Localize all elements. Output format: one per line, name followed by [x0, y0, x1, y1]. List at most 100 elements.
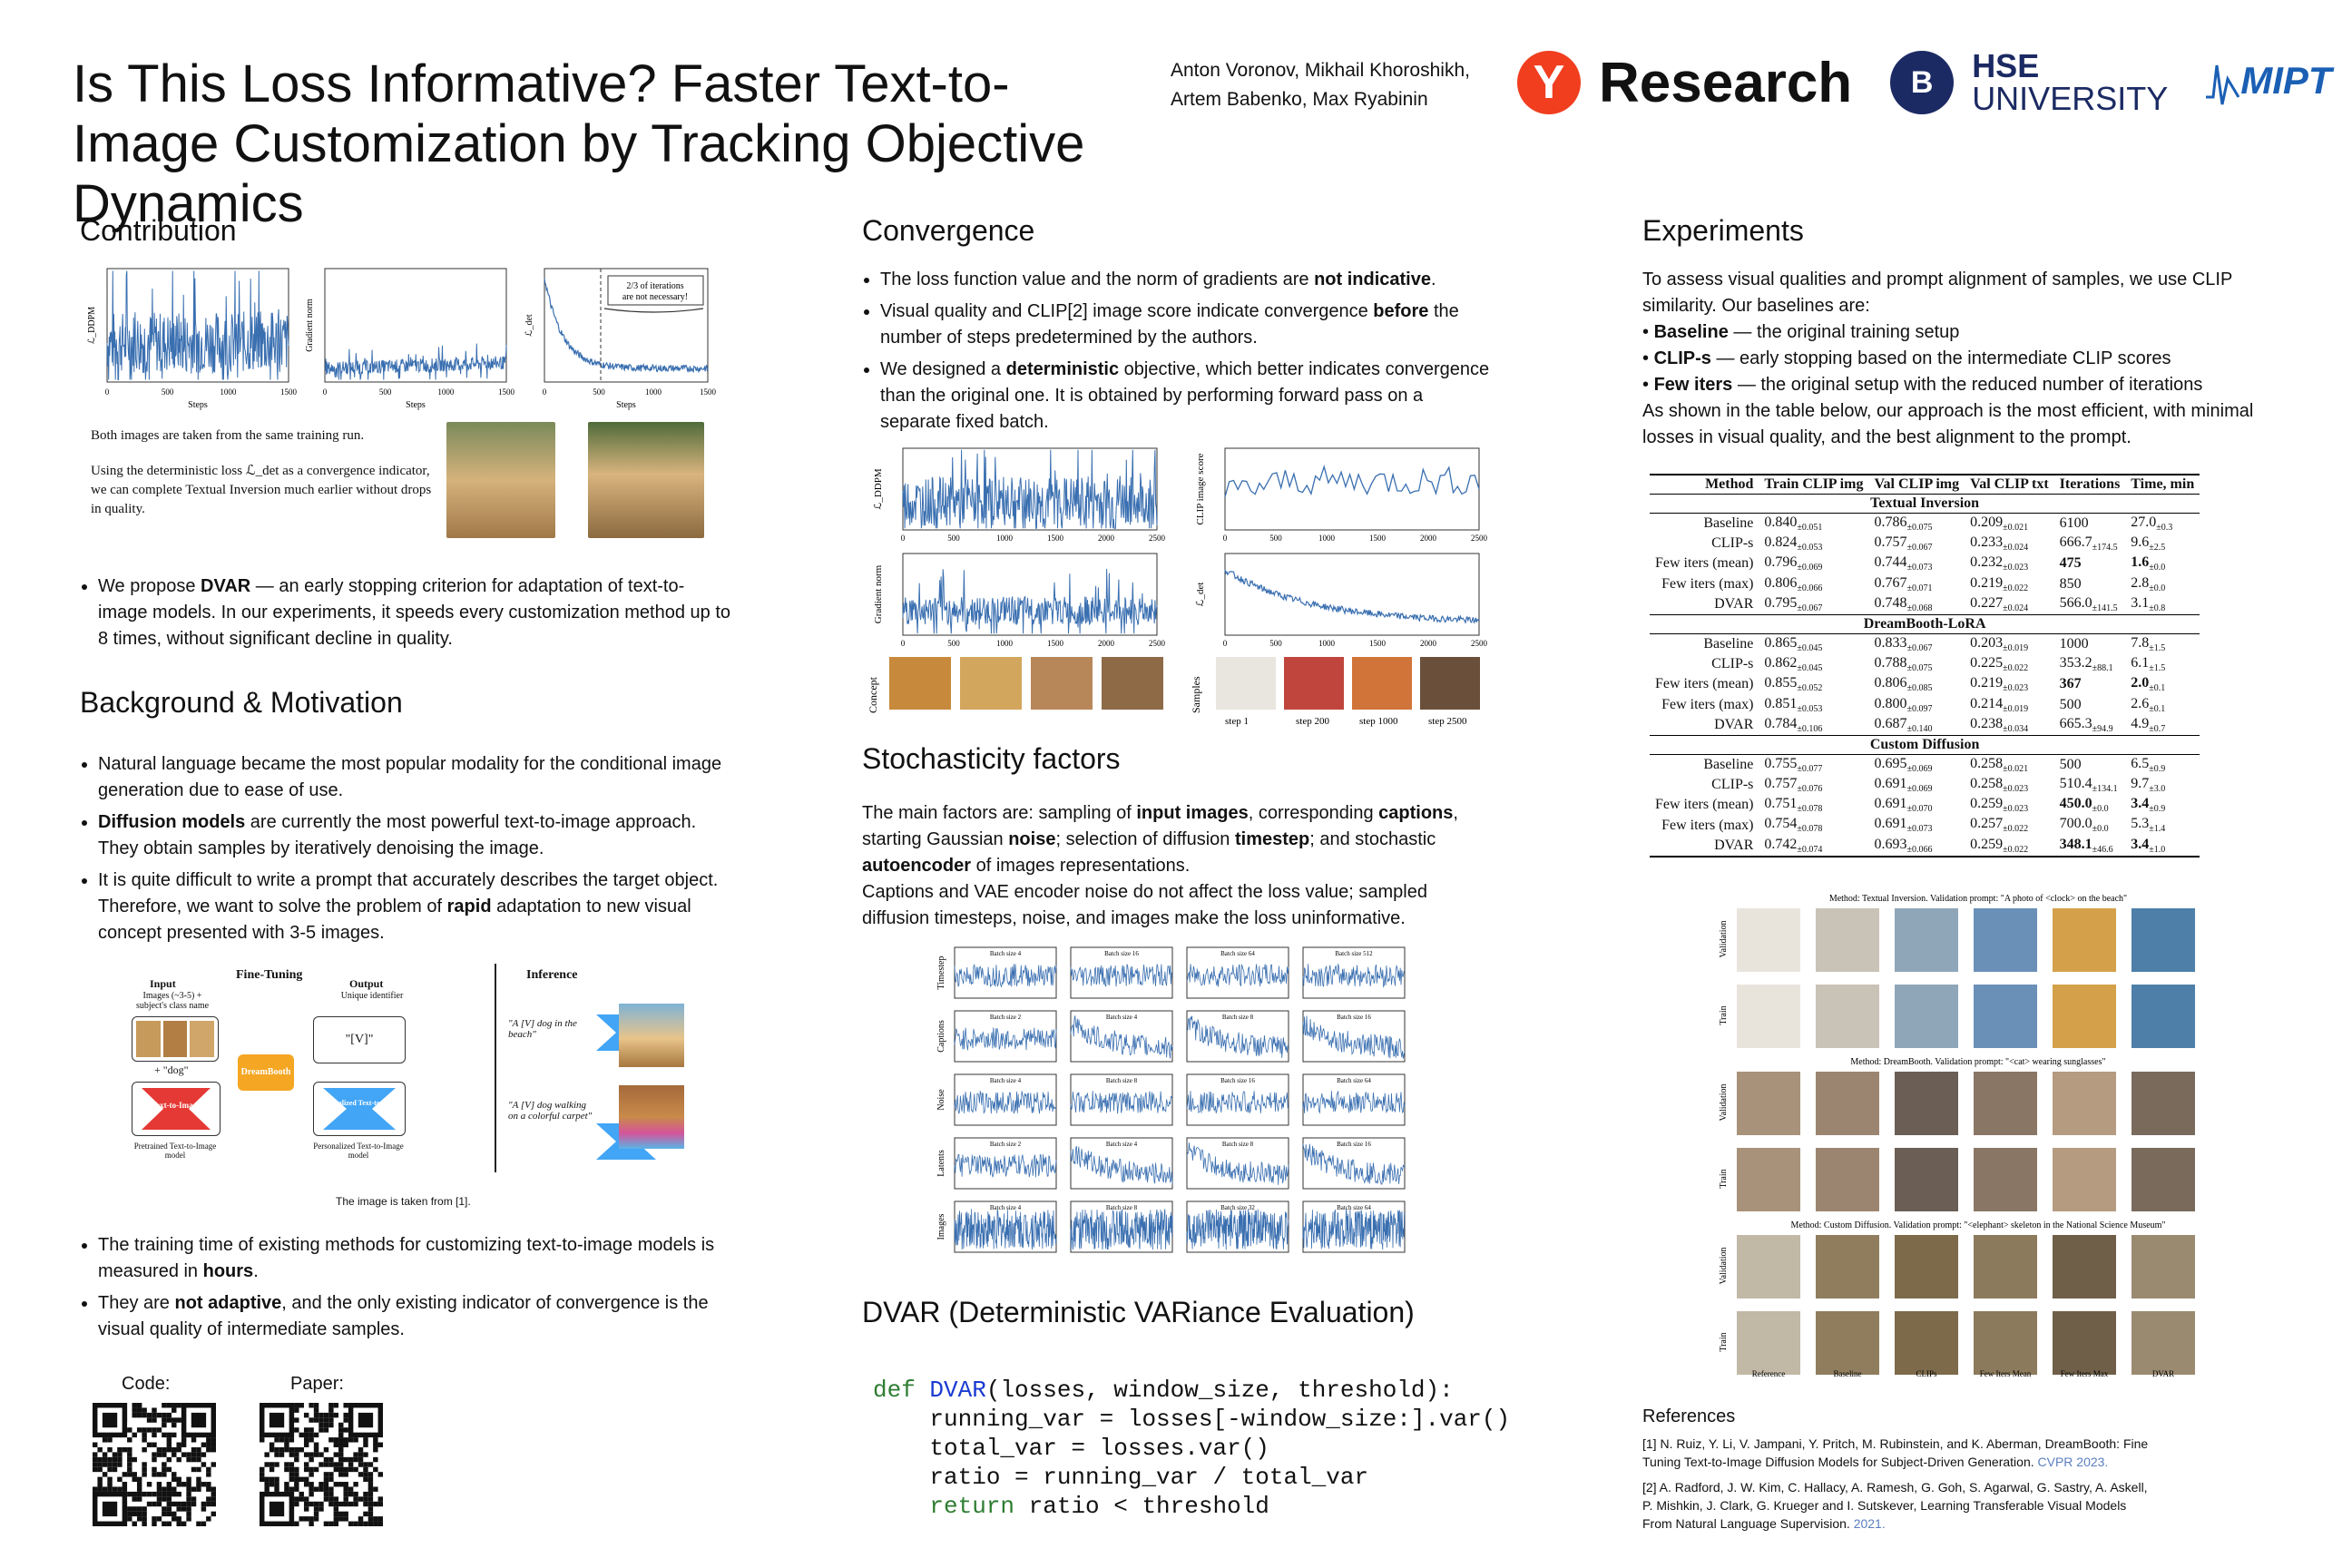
sample-image: [1737, 985, 1800, 1048]
x-tick-label: 0: [323, 387, 328, 397]
series-line: [954, 1027, 1057, 1051]
x-tick-label: 2500: [1471, 639, 1488, 648]
chart-conv-det: ℒ_det 0 500 1000 1500 2000 2500: [1195, 553, 1488, 648]
batch-label: Batch size 16: [1337, 1014, 1371, 1021]
personalized-box: Personalized Text-to-Image: [313, 1082, 406, 1136]
dreambooth-figure: Fine-Tuning Inference Input Images (~3-5…: [127, 964, 708, 1208]
grid-row-label: Train: [1719, 1169, 1729, 1188]
mini-chart: Batch size 2: [954, 1137, 1057, 1190]
authors: Anton Voronov, Mikhail Khoroshikh, Artem…: [1171, 60, 1470, 110]
batch-label: Batch size 8: [1106, 1077, 1138, 1084]
table-row: Few iters (max) 0.754±0.078 0.691±0.073 0.2…: [1661, 816, 2166, 835]
grid-col-label: DVAR: [2152, 1369, 2174, 1378]
batch-label: Batch size 2: [990, 1014, 1022, 1021]
code-qr-icon[interactable]: [93, 1403, 216, 1526]
x-tick-label: 1500: [1047, 639, 1064, 648]
series-line: [1186, 1142, 1289, 1185]
stochasticity-heading: Stochasticity factors: [862, 742, 1121, 775]
x-tick-label: 1000: [1318, 534, 1336, 543]
table-group-row: Custom Diffusion: [1650, 735, 2200, 755]
grid-caption: Method: DreamBooth. Validation prompt: "…: [1850, 1057, 2105, 1067]
sample-image: [1974, 908, 2037, 972]
chart-frame: [954, 1073, 1057, 1126]
chart-conv-ddpm: ℒ_DDPM 0 500 1000 1500 2000 2500: [873, 447, 1166, 543]
column-header: Val CLIP img: [1874, 476, 1960, 492]
sample-image: [1816, 1311, 1879, 1375]
sample-image: [2132, 985, 2195, 1048]
table-group-row: DreamBooth-LoRA: [1650, 614, 2200, 634]
batch-label: Batch size 8: [1222, 1014, 1254, 1021]
batch-label: Batch size 2: [990, 1141, 1022, 1148]
sample-image: [1974, 1072, 2037, 1135]
series-line: [1186, 1209, 1289, 1250]
series-line: [1186, 1015, 1289, 1058]
series-line: [1186, 964, 1289, 987]
mini-chart: Batch size 64: [1302, 1073, 1406, 1126]
batch-label: Batch size 4: [990, 1204, 1022, 1211]
concept-images: [889, 657, 1163, 710]
step-label: step 1000: [1359, 716, 1398, 727]
sample-image: [2053, 908, 2116, 972]
mini-chart: Batch size 4: [1070, 1010, 1173, 1063]
dog-image-late: [588, 422, 704, 538]
mini-chart: Batch size 16: [1070, 946, 1173, 999]
table-row: Baseline 0.755±0.077 0.695±0.069 0.258±0.02…: [1703, 755, 2166, 775]
batch-label: Batch size 16: [1104, 950, 1139, 957]
contribution-captions: Both images are taken from the same trai…: [91, 428, 432, 516]
x-axis-label: Steps: [616, 400, 636, 410]
series-line: [1224, 569, 1480, 625]
annotation-text: 2/3 of iterations are not necessary!: [622, 281, 688, 302]
batch-label: Batch size 8: [1222, 1141, 1254, 1148]
grid-row-label: Validation: [1719, 920, 1729, 957]
x-tick-label: 1000: [220, 387, 236, 397]
batch-label: Batch size 4: [990, 1077, 1022, 1084]
series-line: [324, 343, 507, 380]
sample-image: [1895, 985, 1958, 1048]
sample-image: [1816, 985, 1879, 1048]
hse-logo: B: [1890, 51, 1955, 114]
x-tick-label: 0: [1223, 639, 1228, 648]
series-line: [1070, 964, 1173, 987]
y-axis-label: ℒ_det: [1195, 583, 1206, 607]
personalized-model-icon: [323, 1088, 396, 1130]
series-line: [1302, 1015, 1406, 1059]
table-group-row: Textual Inversion: [1650, 494, 2200, 514]
chart-conv-grad: Gradient norm 0 500 1000 1500 2000 2500: [873, 553, 1166, 648]
batch-label: Batch size 64: [1337, 1204, 1371, 1211]
x-tick-label: 1500: [1047, 534, 1064, 543]
mipt-logo: MIPT: [2204, 59, 2332, 106]
y-axis-label: ℒ_det: [524, 314, 534, 337]
table-row: Few iters (mean) 0.751±0.078 0.691±0.070 0.…: [1655, 796, 2166, 815]
series-line: [1186, 1090, 1289, 1114]
column-header: Train CLIP img: [1764, 476, 1864, 492]
table-row: DVAR 0.784±0.106 0.687±0.140 0.238±0.034 665…: [1714, 715, 2166, 734]
mini-chart: Batch size 16: [1302, 1010, 1406, 1063]
dvar-code: def DVAR(losses, window_size, threshold)…: [873, 1377, 1511, 1520]
table-header-row: Method Train CLIP img Val CLIP img Val CLIP…: [1650, 475, 2200, 495]
chart-frame: [1302, 1073, 1406, 1126]
batch-label: Batch size 64: [1220, 950, 1255, 957]
x-tick-label: 1000: [437, 387, 455, 397]
research-logo-text: Research: [1599, 51, 1853, 114]
mini-chart: Batch size 512: [1302, 946, 1406, 999]
x-tick-label: 1500: [1369, 534, 1387, 543]
sample-image: [2053, 985, 2116, 1048]
x-axis-label: Steps: [188, 400, 208, 410]
mini-chart: Batch size 32: [1186, 1200, 1289, 1253]
x-tick-label: 0: [543, 387, 547, 397]
batch-label: Batch size 64: [1337, 1077, 1371, 1084]
batch-label: Batch size 4: [990, 950, 1022, 957]
mini-chart: Batch size 4: [1070, 1137, 1173, 1190]
figure-divider: [495, 964, 496, 1172]
experiments-text: To assess visual qualities and prompt al…: [1642, 270, 2254, 447]
sample-image: [1737, 908, 1800, 972]
series-line: [1070, 1091, 1173, 1114]
batch-label: Batch size 4: [1106, 1014, 1138, 1021]
grid-row-label: Validation: [1719, 1247, 1729, 1284]
y-axis-label: CLIP image score: [1195, 453, 1206, 524]
paper-qr-icon[interactable]: [260, 1403, 383, 1526]
sample-image: [1816, 908, 1879, 972]
step-label: step 2500: [1428, 716, 1467, 727]
sample-image: [1974, 1235, 2037, 1298]
row-label: Noise: [936, 1089, 946, 1111]
